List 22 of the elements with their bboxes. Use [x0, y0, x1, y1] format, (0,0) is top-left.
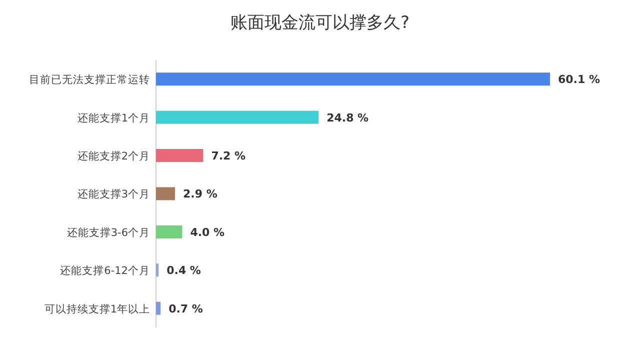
data-label: 60.1 %: [558, 73, 600, 86]
y-tick-label: 还能支撑6-12个月: [60, 264, 150, 278]
data-label: 7.2 %: [211, 150, 246, 162]
data-label: 0.7 %: [168, 302, 203, 316]
y-tick-label: 还能支撑1个月: [77, 111, 150, 124]
y-tick-label: 还能支撑3个月: [77, 188, 150, 201]
y-tick-label: 可以持续支撑1年以上: [44, 302, 150, 316]
data-label: 2.9 %: [183, 188, 218, 201]
y-tick-label: 目前已无法支撑正常运转: [29, 73, 150, 86]
data-label: 4.0 %: [190, 226, 225, 239]
bar: [156, 187, 176, 200]
bar: [156, 110, 319, 124]
chart-title: 账面现金流可以撑多久?: [230, 13, 410, 33]
bar: [156, 302, 161, 315]
data-label: 0.4 %: [166, 264, 201, 278]
bar: [156, 225, 182, 238]
bar: [156, 72, 550, 86]
y-tick-label: 还能支撑3-6个月: [66, 226, 150, 239]
data-label: 24.8 %: [326, 111, 369, 124]
y-tick-label: 还能支撑2个月: [77, 150, 150, 162]
bar: [156, 264, 159, 277]
bar: [156, 149, 204, 162]
